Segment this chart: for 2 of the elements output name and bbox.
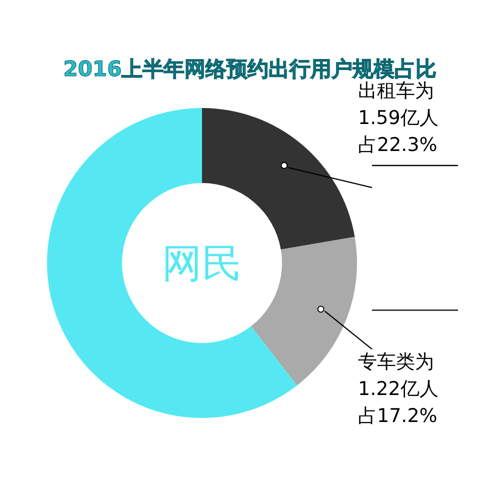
annotation: 网民 <box>162 241 242 287</box>
title: 2016上半年网络预约出行用户规模占比 <box>63 57 437 81</box>
